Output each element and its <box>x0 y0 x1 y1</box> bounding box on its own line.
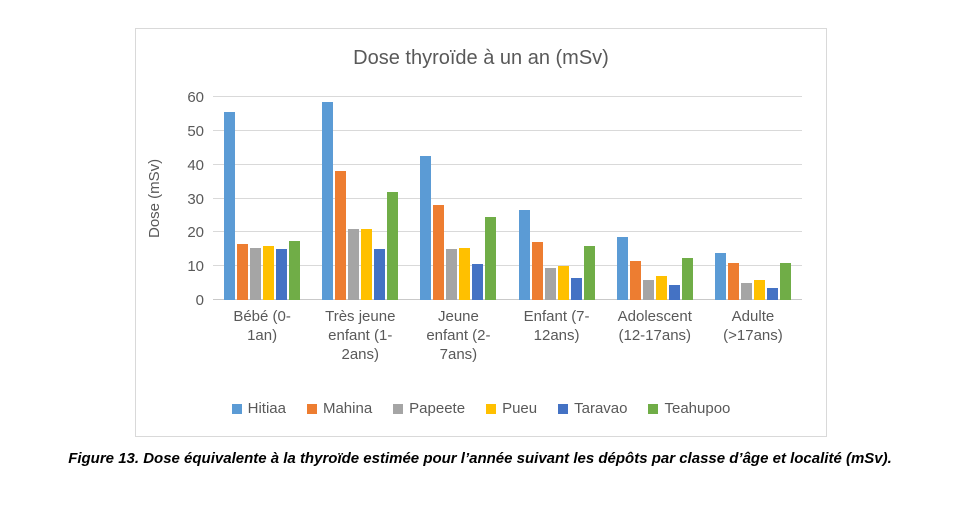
bar-papeete-group5 <box>642 279 654 300</box>
y-tick-label-30: 30 <box>187 190 204 208</box>
bar-group-3 <box>409 97 507 300</box>
bar-hitiaa-group4 <box>518 210 530 300</box>
gridline-10 <box>213 265 802 267</box>
legend-swatch-taravao <box>558 403 569 414</box>
bar-pueu-group1 <box>263 245 275 300</box>
chart-title: Dose thyroïde à un an (mSv) <box>353 47 609 69</box>
gridline-50 <box>213 129 802 131</box>
x-axis-label-5: Adolescent (12-17ans) <box>617 308 692 344</box>
legend-swatch-mahina <box>306 403 317 414</box>
bar-hitiaa-group5 <box>616 237 628 300</box>
bar-mahina-group6 <box>727 262 739 300</box>
legend-label-papeete: Papeete <box>409 400 466 417</box>
bar-teahupoo-group6 <box>779 262 791 300</box>
legend-item-mahina: Mahina <box>306 400 373 417</box>
bar-group-5 <box>606 97 704 300</box>
y-tick-label-10: 10 <box>187 258 204 276</box>
legend-item-papeete: Papeete <box>393 400 465 417</box>
bar-groups <box>213 97 802 300</box>
bar-group-4 <box>508 97 606 300</box>
bar-group-1 <box>213 97 311 300</box>
bar-mahina-group5 <box>629 261 641 300</box>
chart-legend: Hitiaa Mahina Papeete Pueu Taravao Teahupoo <box>136 400 826 417</box>
bar-pueu-group6 <box>753 279 765 300</box>
legend-label-teahupoo: Teahupoo <box>664 400 731 417</box>
bar-taravao-group3 <box>472 264 484 300</box>
bar-teahupoo-group4 <box>583 245 595 300</box>
bar-teahupoo-group2 <box>387 191 399 300</box>
legend-item-taravao: Taravao <box>558 400 627 417</box>
bar-mahina-group2 <box>335 171 347 300</box>
y-tick-label-50: 50 <box>187 122 204 140</box>
legend-label-mahina: Mahina <box>322 400 373 417</box>
x-axis-label-1: Bébé (0- 1an) <box>233 308 291 344</box>
gridline-30 <box>213 197 802 199</box>
bar-taravao-group4 <box>570 278 582 300</box>
bar-taravao-group1 <box>276 249 288 300</box>
bar-mahina-group1 <box>237 244 249 300</box>
bar-hitiaa-group6 <box>714 252 726 300</box>
bar-hitiaa-group2 <box>322 102 334 300</box>
bar-papeete-group4 <box>544 267 556 300</box>
x-axis-label-4: Enfant (7- 12ans) <box>523 308 590 344</box>
legend-label-taravao: Taravao <box>574 400 628 417</box>
bar-pueu-group3 <box>459 247 471 300</box>
bar-taravao-group6 <box>766 288 778 300</box>
legend-item-hitiaa: Hitiaa <box>231 400 286 417</box>
bar-papeete-group6 <box>740 283 752 300</box>
x-axis-label-3: Jeune enfant (2- 7ans) <box>426 308 491 363</box>
legend-swatch-teahupoo <box>648 403 659 414</box>
plot-area <box>213 96 802 300</box>
figure-caption: Figure 13. Dose équivalente à la thyroïd… <box>68 450 892 467</box>
legend-swatch-pueu <box>486 403 497 414</box>
x-axis-labels: Bébé (0- 1an) Très jeune enfant (1- 2ans)… <box>213 307 802 364</box>
gridline-20 <box>213 231 802 233</box>
bar-papeete-group1 <box>250 247 262 300</box>
y-tick-label-0: 0 <box>195 292 204 309</box>
gridline-40 <box>213 163 802 165</box>
bar-teahupoo-group5 <box>681 257 693 300</box>
bar-papeete-group3 <box>446 249 458 300</box>
bar-teahupoo-group1 <box>289 240 301 300</box>
bar-papeete-group2 <box>348 228 360 300</box>
y-tick-label-40: 40 <box>187 156 204 174</box>
bar-mahina-group3 <box>433 205 445 300</box>
bar-taravao-group2 <box>374 249 386 300</box>
legend-swatch-papeete <box>393 403 404 414</box>
bar-group-2 <box>311 97 409 300</box>
legend-item-pueu: Pueu <box>486 400 537 417</box>
gridline-0 <box>213 299 802 300</box>
bar-group-6 <box>704 97 802 300</box>
legend-swatch-hitiaa <box>231 403 242 414</box>
bar-pueu-group5 <box>655 276 667 300</box>
y-tick-label-60: 60 <box>187 89 204 106</box>
bar-hitiaa-group1 <box>224 112 236 300</box>
bar-mahina-group4 <box>531 242 543 300</box>
legend-item-teahupoo: Teahupoo <box>648 400 730 417</box>
bar-hitiaa-group3 <box>420 156 432 300</box>
bar-pueu-group4 <box>557 266 569 300</box>
bar-taravao-group5 <box>668 284 680 300</box>
gridline-60 <box>213 96 802 97</box>
x-axis-label-2: Très jeune enfant (1- 2ans) <box>325 308 396 363</box>
bar-pueu-group2 <box>361 228 373 300</box>
x-axis-label-6: Adulte (>17ans) <box>723 308 783 344</box>
legend-label-hitiaa: Hitiaa <box>247 400 286 417</box>
legend-label-pueu: Pueu <box>502 400 538 417</box>
y-tick-label-20: 20 <box>187 224 204 242</box>
bar-teahupoo-group3 <box>485 217 497 300</box>
chart-area: Dose thyroïde à un an (mSv) Dose (mSv) 0… <box>135 28 827 437</box>
